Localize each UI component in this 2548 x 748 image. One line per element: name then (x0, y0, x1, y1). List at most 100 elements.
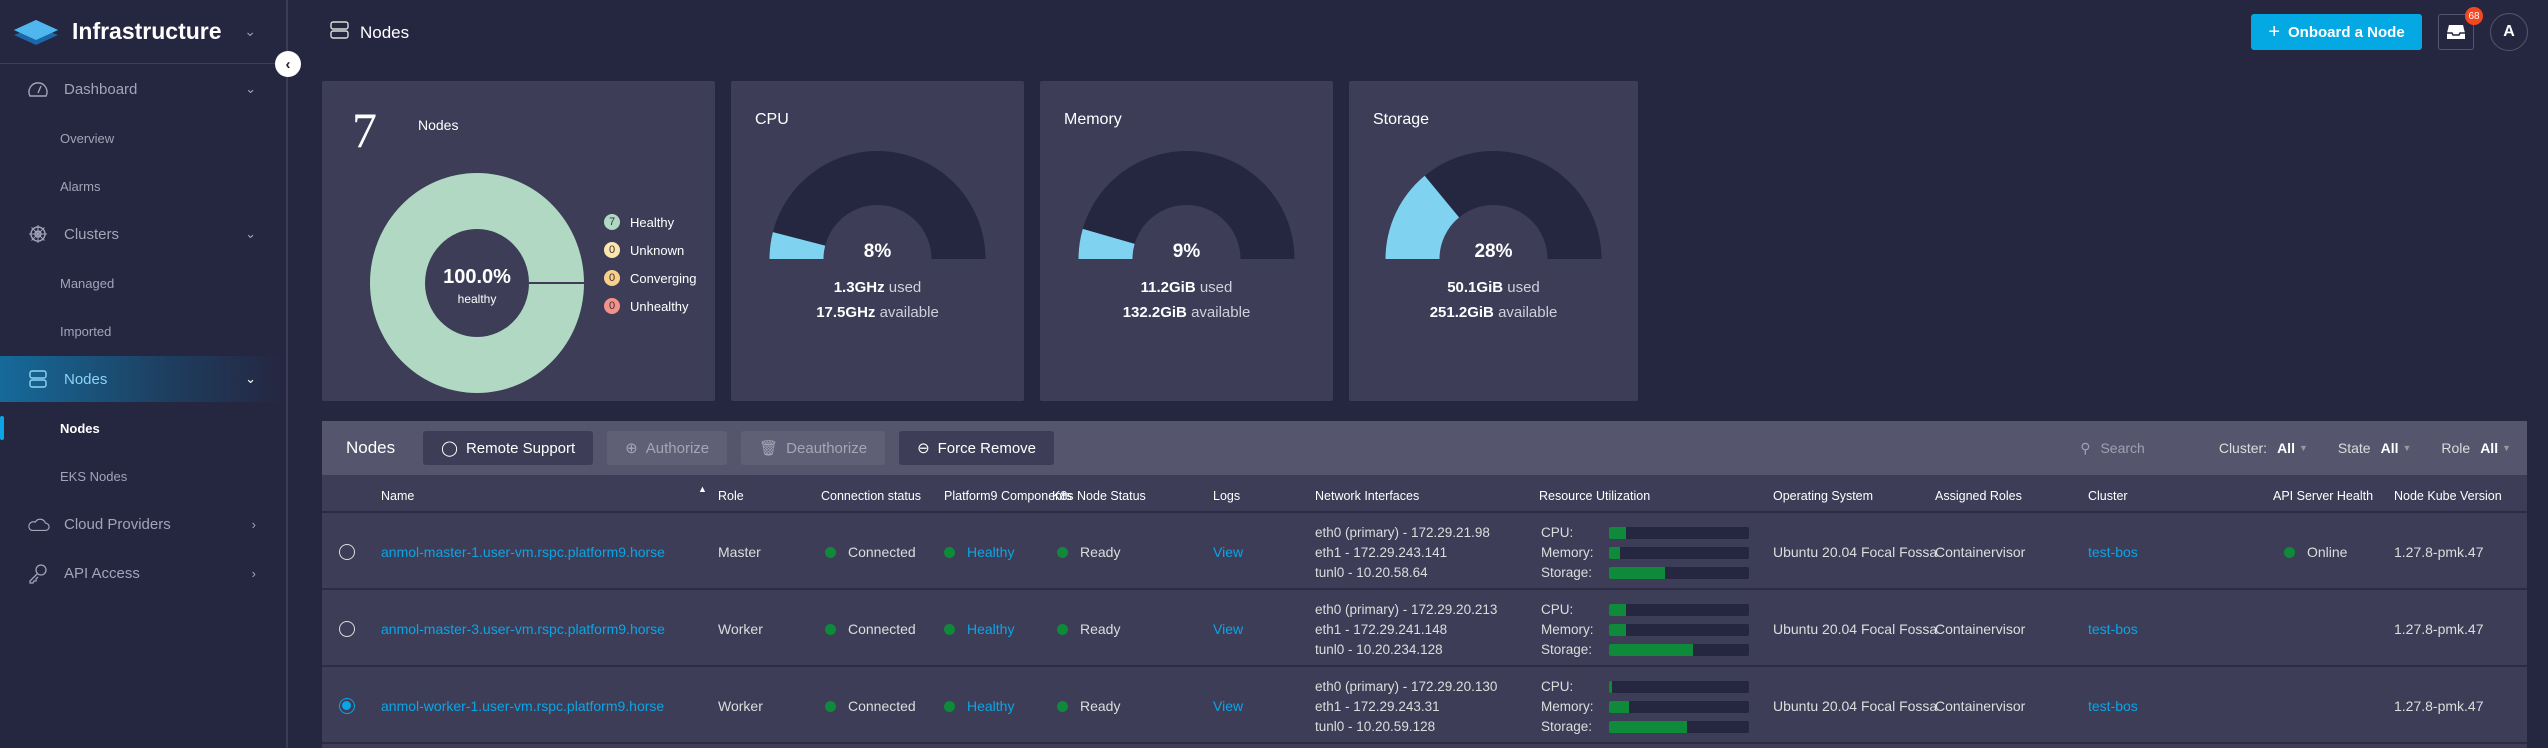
cpu-usage-bar (1609, 604, 1749, 616)
gauge-percent: 8% (863, 241, 892, 262)
node-role: Worker (718, 621, 763, 637)
interface-line: eth1 - 172.29.243.31 (1315, 699, 1440, 714)
interface-line: tunl0 - 10.20.234.128 (1315, 642, 1443, 657)
storage-usage-bar (1609, 567, 1749, 579)
user-avatar[interactable]: A (2490, 13, 2528, 51)
search-input[interactable]: ⚲ Search (2080, 440, 2145, 457)
view-logs-link[interactable]: View (1213, 544, 1244, 560)
column-header-resource-utilization[interactable]: Resource Utilization (1539, 489, 1651, 503)
cluster-link[interactable]: test-bos (2088, 621, 2138, 637)
column-header-name[interactable]: Name (381, 489, 415, 503)
table-header: Name ▲ Role Connection status Platform9 … (322, 478, 2527, 513)
minus-circle-icon: ⊖ (917, 440, 930, 457)
bar-fill (1609, 624, 1626, 636)
column-header-operating-system[interactable]: Operating System (1773, 489, 1874, 503)
interface-line: eth0 (primary) - 172.29.20.130 (1315, 679, 1498, 694)
sidebar-subitem-imported[interactable]: Imported (60, 324, 112, 339)
card-title: Storage (1373, 111, 1430, 128)
state-filter-select[interactable]: All (2380, 440, 2399, 456)
column-header-role[interactable]: Role (718, 489, 744, 503)
row-select-radio[interactable] (339, 621, 355, 637)
server-icon (26, 367, 50, 391)
status-dot-icon (1057, 547, 1068, 558)
chevron-down-icon[interactable]: ⌄ (244, 23, 256, 39)
card-title: CPU (755, 111, 789, 128)
cluster-filter-select[interactable]: All (2277, 440, 2295, 456)
plus-circle-icon: ⊕ (625, 440, 638, 457)
table-row[interactable]: anmol-worker-1.user-vm.rspc.platform9.ho… (322, 669, 2527, 744)
sidebar-item-api-access[interactable]: API Access › (0, 550, 286, 596)
kube-version: 1.27.8-pmk.47 (2394, 544, 2484, 560)
available-suffix: available (879, 304, 939, 321)
used-text: 1.3GHz used (731, 279, 1024, 296)
node-name-link[interactable]: anmol-master-3.user-vm.rspc.platform9.ho… (381, 621, 665, 637)
sidebar-item-cloud-providers[interactable]: Cloud Providers › (0, 501, 286, 547)
gauge-fill (769, 232, 826, 259)
column-header-k8s-node-status[interactable]: K8s Node Status (1052, 489, 1146, 503)
connection-status: Connected (825, 544, 916, 560)
k8s-node-status: Ready (1057, 544, 1120, 560)
legend-label: Unknown (630, 242, 685, 258)
assigned-roles: Containervisor (1935, 621, 2026, 637)
column-header-api-server-health[interactable]: API Server Health (2273, 489, 2374, 503)
column-header-platform9-components[interactable]: Platform9 Components (944, 489, 1072, 503)
sort-ascending-icon[interactable]: ▲ (698, 484, 707, 494)
node-health-donut (370, 173, 584, 393)
used-text: 50.1GiB used (1349, 279, 1638, 296)
page-title-text: Nodes (360, 22, 410, 42)
column-header-logs[interactable]: Logs (1213, 489, 1241, 503)
remote-support-button[interactable]: ◯ Remote Support (423, 431, 594, 465)
sidebar-item-dashboard[interactable]: Dashboard ⌄ (0, 66, 286, 112)
bar-fill (1609, 547, 1621, 559)
collapse-sidebar-button[interactable]: ‹ (275, 51, 301, 77)
storage-usage-bar (1609, 721, 1749, 733)
components-health-link[interactable]: Healthy (967, 544, 1015, 560)
view-logs-link[interactable]: View (1213, 621, 1244, 637)
app-switcher[interactable]: Infrastructure ⌄ (0, 0, 286, 64)
onboard-label: Onboard a Node (2288, 23, 2405, 41)
column-header-assigned-roles[interactable]: Assigned Roles (1935, 489, 2022, 503)
used-value: 50.1GiB (1447, 279, 1504, 296)
table-title: Nodes (346, 438, 396, 457)
force-remove-button[interactable]: ⊖ Force Remove (899, 431, 1055, 465)
sidebar-subitem-eks-nodes[interactable]: EKS Nodes (60, 469, 128, 484)
available-suffix: available (1191, 304, 1251, 321)
cluster-filter-label: Cluster: (2218, 440, 2268, 456)
cluster-link[interactable]: test-bos (2088, 544, 2138, 560)
row-select-radio[interactable] (339, 544, 355, 560)
operating-system: Ubuntu 20.04 Focal Fossa (1773, 621, 1938, 637)
table-row[interactable]: anmol-master-3.user-vm.rspc.platform9.ho… (322, 592, 2527, 667)
memory-label: Memory: (1541, 545, 1594, 560)
key-icon (26, 561, 50, 585)
sidebar-subitem-alarms[interactable]: Alarms (60, 179, 101, 194)
view-logs-link[interactable]: View (1213, 698, 1244, 714)
components-health-link[interactable]: Healthy (967, 698, 1015, 714)
sidebar-item-nodes[interactable]: Nodes ⌄ (0, 356, 286, 402)
node-name-link[interactable]: anmol-worker-1.user-vm.rspc.platform9.ho… (381, 698, 665, 714)
platform9-components: Healthy (944, 544, 1014, 560)
sidebar-item-label: Clusters (64, 225, 120, 243)
node-name-link[interactable]: anmol-master-1.user-vm.rspc.platform9.ho… (381, 544, 665, 560)
sidebar-subitem-nodes[interactable]: Nodes (60, 421, 100, 436)
cpu-label: CPU: (1541, 525, 1574, 540)
status-dot-icon (1057, 701, 1068, 712)
cluster-link[interactable]: test-bos (2088, 698, 2138, 714)
column-header-node-kube-version[interactable]: Node Kube Version (2394, 489, 2502, 503)
components-health-link[interactable]: Healthy (967, 621, 1015, 637)
column-header-connection-status[interactable]: Connection status (821, 489, 922, 503)
legend-unhealthy: 0 Unhealthy (604, 298, 689, 314)
sidebar-subitem-managed[interactable]: Managed (60, 276, 115, 291)
sidebar-item-clusters[interactable]: Clusters ⌄ (0, 211, 286, 257)
notifications-button[interactable] (2438, 14, 2474, 50)
row-select-radio[interactable] (339, 698, 355, 714)
authorize-button[interactable]: ⊕ Authorize (607, 431, 728, 465)
deauthorize-button[interactable]: 🗑 Deauthorize (741, 431, 886, 465)
used-suffix: used (888, 279, 922, 296)
sidebar-subitem-overview[interactable]: Overview (60, 131, 115, 146)
role-filter-select[interactable]: All (2480, 440, 2499, 456)
column-header-cluster[interactable]: Cluster (2088, 489, 2128, 503)
table-row[interactable]: anmol-master-1.user-vm.rspc.platform9.ho… (322, 515, 2527, 590)
status-dot-icon (825, 547, 836, 558)
onboard-node-button[interactable]: + Onboard a Node (2251, 14, 2422, 50)
column-header-network-interfaces[interactable]: Network Interfaces (1315, 489, 1420, 503)
